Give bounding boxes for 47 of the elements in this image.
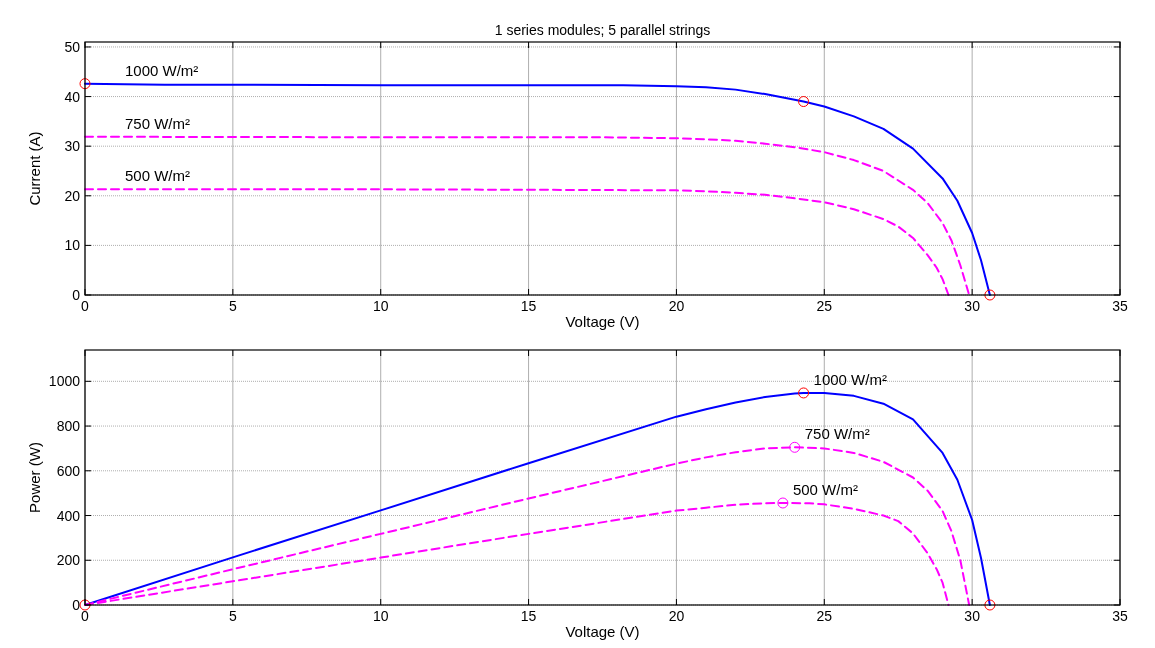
x-tick-label: 15 xyxy=(520,298,537,314)
y-tick-label: 800 xyxy=(56,418,81,435)
x-tick-label: 10 xyxy=(372,298,389,314)
x-tick-label: 30 xyxy=(964,298,981,314)
x-tick-label: 25 xyxy=(816,608,833,624)
y-tick-label: 400 xyxy=(56,507,81,524)
point xyxy=(79,599,91,611)
y-tick-label: 10 xyxy=(64,237,81,254)
y-tick-label: 20 xyxy=(64,187,81,204)
x-tick-label: 5 xyxy=(228,298,237,314)
series-label: 750 W/m² xyxy=(804,425,870,443)
series-label: 750 W/m² xyxy=(125,114,191,132)
chart-title: 1 series modules; 5 parallel strings xyxy=(494,22,711,38)
x-tick-label: 35 xyxy=(1112,608,1128,624)
x-tick-label: 15 xyxy=(520,608,537,624)
x-tick-label: 25 xyxy=(816,298,833,314)
y-tick-label: 1000 xyxy=(48,373,81,390)
y-tick-label: 200 xyxy=(56,552,81,569)
x-axis-title: Voltage (V) xyxy=(565,313,640,330)
line-series xyxy=(84,188,950,296)
y-tick-label: 600 xyxy=(56,462,81,479)
y-axis-title: Current (A) xyxy=(26,131,43,206)
y-axis-title: Power (W) xyxy=(26,442,43,513)
point xyxy=(798,96,810,108)
point xyxy=(79,78,91,90)
y-tick-label: 0 xyxy=(72,287,81,303)
point xyxy=(984,289,996,301)
x-axis-title: Voltage (V) xyxy=(565,623,640,640)
point xyxy=(777,497,789,509)
point xyxy=(984,599,996,611)
y-tick-label: 0 xyxy=(72,597,81,613)
line-series xyxy=(84,135,971,296)
series-label: 1000 W/m² xyxy=(813,370,887,388)
y-tick-label: 50 xyxy=(64,38,81,55)
x-tick-label: 5 xyxy=(228,608,237,624)
point xyxy=(798,387,810,399)
y-tick-label: 30 xyxy=(64,138,81,155)
x-tick-label: 10 xyxy=(372,608,389,624)
series-label: 500 W/m² xyxy=(125,167,191,185)
y-tick-label: 40 xyxy=(64,88,81,105)
x-tick-label: 35 xyxy=(1112,298,1128,314)
point xyxy=(789,441,801,453)
x-tick-label: 30 xyxy=(964,608,981,624)
x-tick-label: 20 xyxy=(668,608,685,624)
series-label: 500 W/m² xyxy=(792,481,858,498)
series-label: 1000 W/m² xyxy=(125,61,199,79)
x-tick-label: 20 xyxy=(668,298,685,314)
